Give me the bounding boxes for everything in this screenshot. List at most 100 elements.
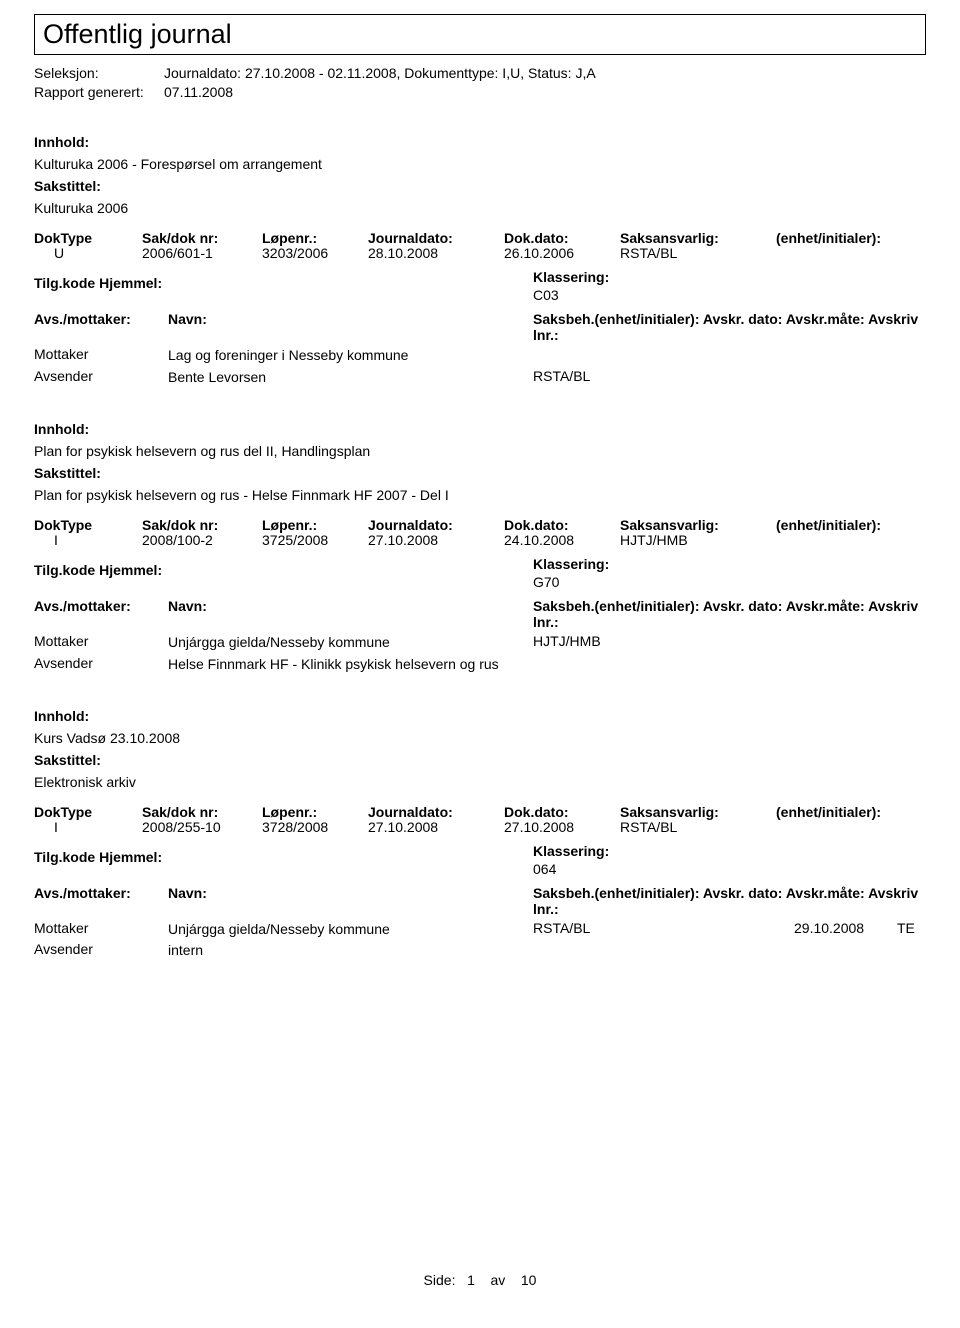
doc-data-row: I 2008/100-2 3725/2008 27.10.2008 24.10.… — [34, 532, 926, 548]
journal-entry: Innhold: Plan for psykisk helsevern og r… — [34, 421, 926, 674]
h-dokdato: Dok.dato: — [504, 517, 620, 533]
doc-header-row: DokType Sak/dok nr: Løpenr.: Journaldato… — [34, 230, 926, 246]
party-header: Avs./mottaker: Navn: Saksbeh.(enhet/init… — [34, 598, 926, 630]
v-dokdato: 24.10.2008 — [504, 532, 620, 548]
party-avskr-dato: 29.10.2008 — [794, 920, 897, 939]
footer-page: 1 — [467, 1272, 475, 1288]
sakstittel-text: Plan for psykisk helsevern og rus - Hels… — [34, 487, 926, 503]
h-avsmottaker: Avs./mottaker: — [34, 885, 168, 917]
doc-data-row: I 2008/255-10 3728/2008 27.10.2008 27.10… — [34, 819, 926, 835]
seleksjon-row: Seleksjon: Journaldato: 27.10.2008 - 02.… — [34, 65, 926, 81]
v-dokdato: 26.10.2006 — [504, 245, 620, 261]
v-lopenr: 3728/2008 — [262, 819, 368, 835]
h-journaldato: Journaldato: — [368, 804, 504, 820]
v-journaldato: 27.10.2008 — [368, 532, 504, 548]
h-saksansvarlig: Saksansvarlig: — [620, 230, 776, 246]
v-doktype: U — [34, 245, 142, 261]
klassering-block: Klassering: C03 — [533, 269, 926, 303]
rapport-value: 07.11.2008 — [164, 84, 233, 100]
klassering-value: C03 — [533, 287, 926, 303]
v-saksansvarlig: RSTA/BL — [620, 819, 776, 835]
innhold-label: Innhold: — [34, 421, 926, 437]
h-right-labels: Saksbeh.(enhet/initialer): Avskr. dato: … — [533, 885, 926, 917]
v-lopenr: 3725/2008 — [262, 532, 368, 548]
h-lopenr: Løpenr.: — [262, 230, 368, 246]
h-enhet: (enhet/initialer): — [776, 517, 881, 533]
page-footer: Side: 1 av 10 — [0, 1272, 960, 1288]
h-navn: Navn: — [168, 598, 533, 630]
doc-header-row: DokType Sak/dok nr: Løpenr.: Journaldato… — [34, 804, 926, 820]
klassering-label: Klassering: — [533, 269, 926, 285]
party-saksbeh — [533, 346, 794, 365]
h-doktype: DokType — [34, 804, 142, 820]
doc-data-row: U 2006/601-1 3203/2006 28.10.2008 26.10.… — [34, 245, 926, 261]
sakstittel-text: Elektronisk arkiv — [34, 774, 926, 790]
h-saksansvarlig: Saksansvarlig: — [620, 517, 776, 533]
party-row: Mottaker Unjárgga gielda/Nesseby kommune… — [34, 633, 926, 652]
h-enhet: (enhet/initialer): — [776, 230, 881, 246]
tilgkode-label: Tilg.kode Hjemmel: — [34, 562, 162, 578]
h-doktype: DokType — [34, 230, 142, 246]
h-sakdok: Sak/dok nr: — [142, 230, 262, 246]
v-journaldato: 28.10.2008 — [368, 245, 504, 261]
footer-av: av — [491, 1272, 506, 1288]
sakstittel-text: Kulturuka 2006 — [34, 200, 926, 216]
v-doktype: I — [34, 532, 142, 548]
h-journaldato: Journaldato: — [368, 517, 504, 533]
party-avskr-dato — [794, 346, 897, 365]
party-saksbeh: HJTJ/HMB — [533, 633, 794, 652]
party-role: Mottaker — [34, 920, 168, 939]
party-role: Avsender — [34, 941, 168, 960]
party-row: Avsender intern — [34, 941, 926, 960]
h-saksansvarlig: Saksansvarlig: — [620, 804, 776, 820]
v-sakdok: 2008/255-10 — [142, 819, 262, 835]
party-header: Avs./mottaker: Navn: Saksbeh.(enhet/init… — [34, 311, 926, 343]
tilgkode-label: Tilg.kode Hjemmel: — [34, 849, 162, 865]
innhold-text: Plan for psykisk helsevern og rus del II… — [34, 443, 926, 459]
journal-entry: Innhold: Kurs Vadsø 23.10.2008 Sakstitte… — [34, 708, 926, 961]
klassering-value: 064 — [533, 861, 926, 877]
klassering-block: Klassering: 064 — [533, 843, 926, 877]
innhold-text: Kulturuka 2006 - Forespørsel om arrangem… — [34, 156, 926, 172]
h-journaldato: Journaldato: — [368, 230, 504, 246]
party-row: Avsender Bente Levorsen RSTA/BL — [34, 368, 926, 387]
v-sakdok: 2006/601-1 — [142, 245, 262, 261]
party-row: Mottaker Unjárgga gielda/Nesseby kommune… — [34, 920, 926, 939]
innhold-text: Kurs Vadsø 23.10.2008 — [34, 730, 926, 746]
party-saksbeh — [533, 941, 794, 960]
party-name: Bente Levorsen — [168, 368, 533, 387]
party-role: Avsender — [34, 368, 168, 387]
tilgkode-label: Tilg.kode Hjemmel: — [34, 275, 162, 291]
party-saksbeh: RSTA/BL — [533, 368, 794, 387]
klassering-label: Klassering: — [533, 843, 926, 859]
rapport-label: Rapport generert: — [34, 84, 164, 100]
party-avskr-mate: TE — [897, 920, 915, 939]
innhold-label: Innhold: — [34, 134, 926, 150]
v-saksansvarlig: HJTJ/HMB — [620, 532, 776, 548]
sakstittel-label: Sakstittel: — [34, 465, 926, 481]
h-dokdato: Dok.dato: — [504, 230, 620, 246]
party-role: Mottaker — [34, 633, 168, 652]
klassering-value: G70 — [533, 574, 926, 590]
h-right-labels: Saksbeh.(enhet/initialer): Avskr. dato: … — [533, 311, 926, 343]
party-role: Mottaker — [34, 346, 168, 365]
party-header: Avs./mottaker: Navn: Saksbeh.(enhet/init… — [34, 885, 926, 917]
journal-title: Offentlig journal — [43, 19, 917, 50]
h-right-labels: Saksbeh.(enhet/initialer): Avskr. dato: … — [533, 598, 926, 630]
h-dokdato: Dok.dato: — [504, 804, 620, 820]
h-lopenr: Løpenr.: — [262, 517, 368, 533]
party-saksbeh — [533, 655, 794, 674]
footer-side: Side: — [424, 1272, 456, 1288]
party-role: Avsender — [34, 655, 168, 674]
party-name: intern — [168, 941, 533, 960]
v-journaldato: 27.10.2008 — [368, 819, 504, 835]
party-name: Helse Finnmark HF - Klinikk psykisk hels… — [168, 655, 533, 674]
seleksjon-value: Journaldato: 27.10.2008 - 02.11.2008, Do… — [164, 65, 596, 81]
seleksjon-label: Seleksjon: — [34, 65, 164, 81]
party-avskr-dato — [794, 655, 897, 674]
journal-entry: Innhold: Kulturuka 2006 - Forespørsel om… — [34, 134, 926, 387]
doc-header-row: DokType Sak/dok nr: Løpenr.: Journaldato… — [34, 517, 926, 533]
party-avskr-dato — [794, 368, 897, 387]
h-avsmottaker: Avs./mottaker: — [34, 598, 168, 630]
party-name: Unjárgga gielda/Nesseby kommune — [168, 633, 533, 652]
